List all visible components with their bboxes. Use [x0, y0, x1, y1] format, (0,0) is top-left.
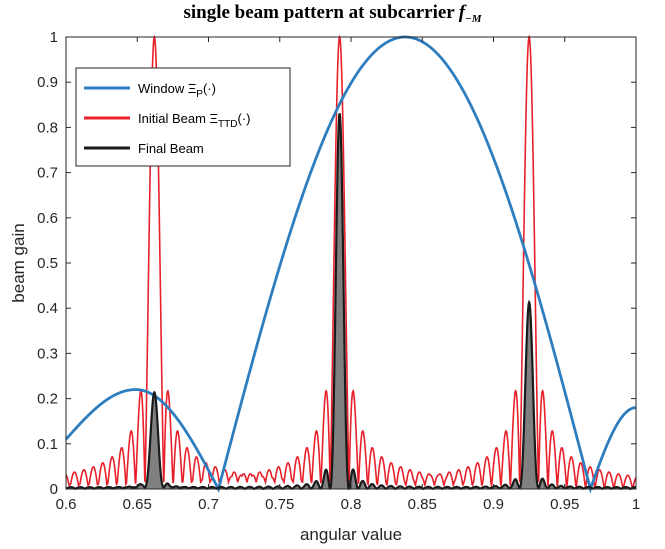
- x-tick-label: 0.65: [123, 496, 152, 513]
- y-tick-label: 0.3: [37, 345, 58, 362]
- x-tick-label: 1: [632, 496, 640, 513]
- x-axis-label: angular value: [300, 525, 402, 544]
- x-tick-label: 0.75: [265, 496, 294, 513]
- y-tick-label: 0.7: [37, 165, 58, 182]
- y-tick-label: 0.4: [37, 300, 58, 317]
- y-tick-label: 0.1: [37, 436, 58, 453]
- x-tick-label: 0.7: [198, 496, 219, 513]
- y-tick-label: 0.6: [37, 210, 58, 227]
- x-tick-label: 0.9: [483, 496, 504, 513]
- legend: Window ΞP(·)Initial Beam ΞTTD(·)Final Be…: [76, 68, 290, 166]
- y-tick-label: 0.9: [37, 74, 58, 91]
- legend-label-final-beam: Final Beam: [138, 141, 204, 156]
- x-tick-label: 0.6: [56, 496, 77, 513]
- x-tick-label: 0.85: [408, 496, 437, 513]
- x-tick-label: 0.8: [341, 496, 362, 513]
- beam-pattern-chart: 0.6 0.65 0.7 0.75 0.8 0.85 0.9 0.95 1 0 0.1 0.2 0.3 0…: [0, 0, 665, 549]
- x-tick-label: 0.95: [550, 496, 579, 513]
- y-tick-label: 0.8: [37, 119, 58, 136]
- y-tick-label: 0.5: [37, 255, 58, 272]
- y-tick-label: 0: [50, 481, 58, 498]
- y-tick-label: 0.2: [37, 391, 58, 408]
- y-tick-label: 1: [50, 29, 58, 46]
- y-axis-label: beam gain: [9, 223, 28, 302]
